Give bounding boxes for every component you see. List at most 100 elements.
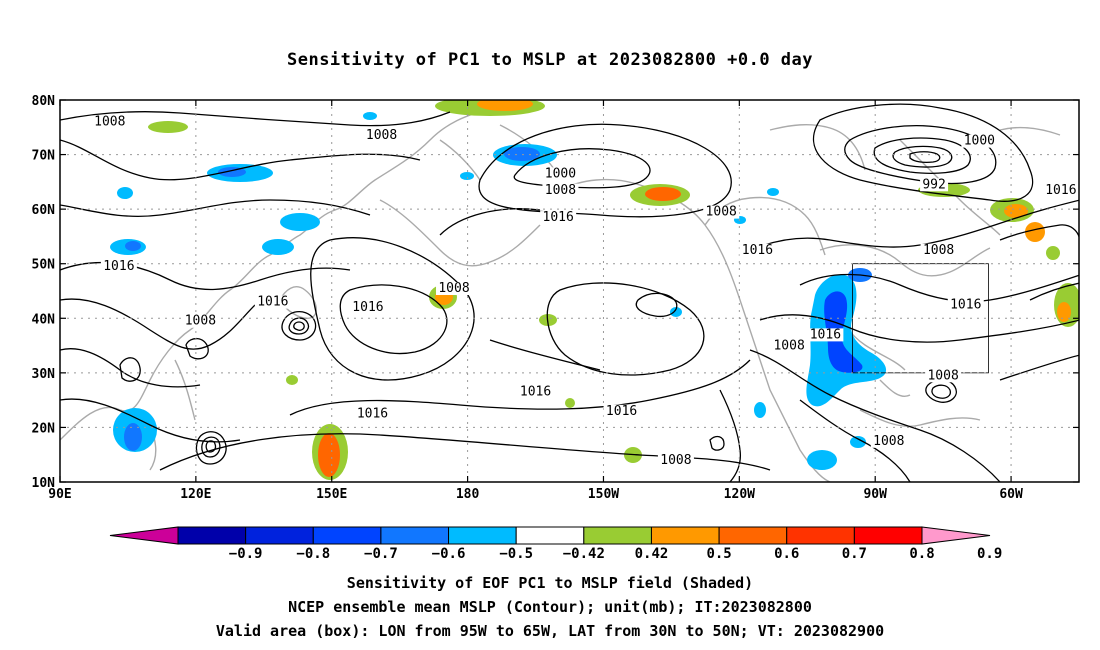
contour-label: 1016: [543, 210, 574, 225]
latitude-labels: 10N 20N 30N 40N 50N 60N 70N 80N: [32, 94, 56, 491]
colorbar-segment: [380, 526, 450, 545]
caption-valid-area: Valid area (box): LON from 95W to 65W, L…: [215, 622, 885, 640]
lon-label: 90E: [48, 487, 71, 502]
shade-patch: [148, 121, 188, 133]
caption-shaded: Sensitivity of EOF PC1 to MSLP field (Sh…: [346, 574, 754, 592]
shade-patch: [767, 188, 779, 196]
lat-label: 40N: [32, 312, 56, 327]
contour-label: 992: [922, 177, 945, 192]
colorbar-label: −0.42: [563, 546, 605, 562]
contour-label: 1008: [366, 128, 397, 143]
map-plot-area: 1008 1008 1000 1008 1016 1008 1016 1008 1000 992 1…: [60, 100, 1079, 482]
contour-label: 1008: [706, 205, 737, 220]
mslp-contours: [60, 103, 1079, 482]
shade-patch: [262, 239, 294, 255]
colorbar-segment: [650, 526, 720, 545]
contour-label: 1008: [773, 338, 804, 353]
colorbar-segment: [312, 526, 382, 545]
lon-label: 90W: [863, 487, 887, 502]
lon-label: 120W: [724, 487, 755, 502]
colorbar-segment: [853, 526, 923, 545]
colorbar-segment: [109, 526, 179, 545]
shade-patch: [117, 187, 133, 199]
contour-label-bg: [739, 243, 776, 257]
contour-label: 1008: [660, 453, 691, 468]
lon-label: 180: [456, 487, 480, 502]
contour-label-bg: [925, 369, 962, 383]
caption-contour: NCEP ensemble mean MSLP (Contour); unit(…: [288, 598, 812, 616]
contour-label-bg: [91, 115, 128, 129]
contour-label: 1000: [964, 134, 995, 149]
contour-label: 1008: [94, 115, 125, 130]
colorbar-label: −0.9: [229, 546, 263, 562]
contour-label: 1016: [606, 404, 637, 419]
colorbar-label: −0.6: [432, 546, 466, 562]
contour-label: 1016: [257, 295, 288, 310]
map-frame: [59, 99, 1080, 483]
colorbar-segment: [921, 526, 991, 545]
contour-label-bg: [920, 178, 949, 192]
colorbar-label: 0.8: [909, 546, 934, 562]
longitude-labels: 90E 120E 150E 180 150W 120W 90W 60W: [48, 487, 1023, 502]
shade-patch: [1025, 222, 1045, 242]
contour-label: 1016: [1045, 183, 1076, 198]
colorbar-label: 0.42: [635, 546, 669, 562]
contour-label: 1008: [927, 368, 958, 383]
page-title: Sensitivity of PC1 to MSLP at 2023082800…: [286, 50, 813, 70]
colorbar-segment: [718, 526, 788, 545]
contour-label-bg: [657, 453, 694, 467]
contour-label: 1016: [742, 243, 773, 258]
colorbar-labels: −0.9 −0.8 −0.7 −0.6 −0.5 −0.42 0.42 0.5 0.6 0.7 0.…: [229, 546, 1003, 562]
shade-patch: [645, 187, 681, 201]
colorbar-label: −0.5: [499, 546, 533, 562]
shade-patch: [565, 398, 575, 408]
contour-label: 1016: [103, 259, 134, 274]
sensitivity-map: 1008 1008 1000 1008 1016 1008 1016 1008 1000 992 1…: [32, 94, 1080, 562]
contour-label-bg: [1042, 183, 1079, 197]
shade-patch: [286, 375, 298, 385]
contour-label: 1016: [810, 327, 841, 342]
shade-patch: [824, 291, 863, 373]
lon-label: 60W: [999, 487, 1023, 502]
lat-label: 30N: [32, 367, 56, 382]
contour-label-bg: [349, 301, 386, 315]
colorbar: [109, 526, 991, 545]
colorbar-label: −0.8: [296, 546, 330, 562]
lat-label: 60N: [32, 203, 56, 218]
lat-label: 70N: [32, 149, 56, 164]
contour-label: 1000: [545, 166, 576, 181]
colorbar-segment: [583, 526, 652, 545]
contour-label: 1016: [520, 385, 551, 400]
lat-label: 20N: [32, 421, 56, 436]
contour-label: 1008: [923, 243, 954, 258]
shade-patch: [477, 100, 533, 111]
lon-label: 150W: [588, 487, 619, 502]
colorbar-segment: [177, 526, 247, 545]
contour-label-bg: [254, 295, 291, 309]
contour-label-bg: [436, 282, 473, 295]
contour-label: 1016: [950, 297, 981, 312]
shade-patch: [807, 450, 837, 470]
contour-label-bg: [603, 404, 640, 418]
lon-label: 150E: [316, 487, 347, 502]
colorbar-label: 0.7: [842, 546, 867, 562]
shade-patch: [850, 436, 866, 448]
shade-patch: [125, 241, 141, 251]
contour-label: 1016: [352, 300, 383, 315]
contour-label: 1008: [185, 314, 216, 329]
colorbar-segment: [786, 526, 855, 545]
shade-patch: [460, 172, 474, 180]
contour-label-bg: [517, 385, 554, 399]
grid-lines: [60, 100, 1079, 482]
shade-patch: [280, 213, 320, 231]
shade-patch: [1046, 246, 1060, 260]
colorbar-segment: [245, 526, 314, 545]
lat-label: 80N: [32, 94, 56, 109]
contour-label-bg: [961, 134, 998, 148]
contour-label-bg: [920, 243, 957, 257]
coastlines: [60, 107, 1061, 482]
contour-labels: 1008 1008 1000 1008 1016 1008 1016 1008 1000 992 1…: [91, 115, 1079, 468]
contour-label-bg: [807, 328, 844, 342]
contour-label: 1016: [357, 407, 388, 422]
contour-label: 1008: [873, 434, 904, 449]
